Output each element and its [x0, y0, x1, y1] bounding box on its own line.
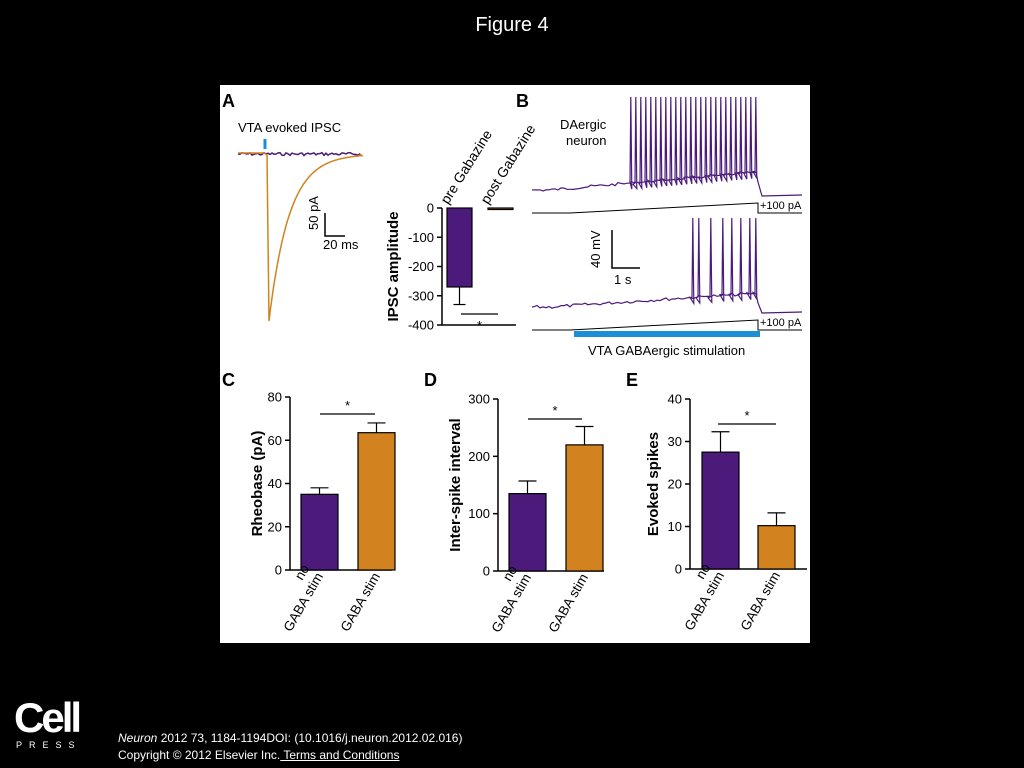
- figure-panel: A VTA evoked IPSC 50 pA 20 ms 0 -100 -200 -…: [220, 85, 810, 643]
- y-tick-label: 10: [668, 519, 682, 534]
- neuron-label-line2: neuron: [566, 133, 606, 148]
- y-axis-label: Rheobase (pA): [249, 431, 266, 537]
- ramp-bottom-label: +100 pA: [760, 317, 802, 329]
- category-label-line1: no: [292, 562, 313, 583]
- copyright: Copyright © 2012 Elsevier Inc. Terms and…: [118, 748, 399, 762]
- bar-0: [300, 493, 339, 571]
- membrane-scale-bar: [611, 230, 640, 269]
- panel-b-letter: B: [516, 91, 529, 111]
- membrane-scale-x-label: 1 s: [614, 272, 632, 287]
- terms-link[interactable]: Terms and Conditions: [280, 748, 400, 762]
- category-label-line2: GABA stim: [545, 571, 591, 635]
- current-ramp-bottom: [532, 319, 802, 331]
- y-tick-label: -300: [408, 288, 434, 303]
- figure-title: Figure 4: [475, 14, 549, 36]
- citation: Neuron 2012 73, 1184-1194DOI: (10.1016/j…: [118, 731, 462, 745]
- y-tick-label: 0: [675, 562, 682, 577]
- bar-1: [487, 207, 514, 211]
- panel-b: B DAergic neuron +100 pA +100 pA 40 mV 1…: [516, 91, 803, 358]
- y-tick-label: 200: [468, 449, 490, 464]
- panel-c-letter: C: [222, 370, 235, 390]
- y-tick-label: 0: [483, 564, 490, 579]
- category-label-line2: GABA stim: [337, 570, 383, 634]
- y-tick-label: 80: [268, 390, 282, 405]
- y-tick-label: 40: [668, 392, 682, 407]
- significance-star: *: [345, 398, 350, 413]
- panel-e-letter: E: [626, 370, 638, 390]
- y-tick-label: 60: [268, 433, 282, 448]
- citation-details: 2012 73, 1184-1194DOI: (10.1016/j.neuron…: [157, 731, 463, 745]
- panel-a: A VTA evoked IPSC 50 pA 20 ms 0 -100 -200 -…: [222, 91, 538, 333]
- panel-a-letter: A: [222, 91, 235, 111]
- y-tick-label: 300: [468, 392, 490, 407]
- ipsc-scale-bar: [324, 213, 345, 237]
- logo-press: PRESS: [16, 740, 82, 750]
- y-axis-label: Inter-spike interval: [447, 418, 464, 551]
- cell-press-logo: Cell PRESS: [14, 694, 86, 753]
- ipsc-trace-label: VTA evoked IPSC: [238, 120, 341, 135]
- neuron-label-line1: DAergic: [560, 117, 607, 132]
- y-tick-label: 0: [275, 563, 282, 578]
- category-label-line2: GABA stim: [737, 569, 783, 633]
- figure-svg: A VTA evoked IPSC 50 pA 20 ms 0 -100 -200 -…: [222, 91, 807, 635]
- membrane-scale-y-label: 40 mV: [588, 230, 603, 268]
- y-tick-label: 20: [668, 477, 682, 492]
- panel-d-letter: D: [424, 370, 437, 390]
- category-label: GABA stim: [337, 570, 383, 634]
- significance-star: *: [477, 318, 482, 333]
- bar-1: [565, 444, 604, 572]
- ipsc-scale-y-label: 50 pA: [306, 196, 321, 230]
- membrane-trace-gaba-stim: [531, 217, 803, 314]
- y-axis-label: IPSC amplitude: [385, 211, 402, 321]
- current-ramp-top: [532, 202, 802, 214]
- ipsc-trace-pre-gabazine: [238, 152, 364, 322]
- gaba-stim-label: VTA GABAergic stimulation: [588, 343, 745, 358]
- membrane-trace-control: [531, 96, 803, 197]
- y-tick-label: -100: [408, 230, 434, 245]
- category-label: GABA stim: [737, 569, 783, 633]
- bar-0: [508, 493, 547, 572]
- y-tick-label: 0: [427, 201, 434, 216]
- bar-0: [446, 207, 473, 288]
- significance-star: *: [552, 403, 557, 418]
- bar-1: [757, 525, 796, 570]
- bar-1: [357, 432, 396, 571]
- logo-word: Cell: [14, 694, 82, 741]
- significance-star: *: [744, 408, 749, 423]
- gaba-stim-bar: [574, 331, 760, 337]
- ipsc-scale-x-label: 20 ms: [323, 237, 359, 252]
- category-label: GABA stim: [545, 571, 591, 635]
- bar-0: [701, 451, 740, 570]
- y-tick-label: -400: [408, 318, 434, 333]
- y-tick-label: 100: [468, 506, 490, 521]
- y-tick-label: 20: [268, 519, 282, 534]
- y-tick-label: -200: [408, 259, 434, 274]
- category-label-line1: no: [500, 563, 521, 584]
- category-label-line1: no: [693, 561, 714, 582]
- citation-journal: Neuron: [118, 731, 158, 745]
- y-tick-label: 40: [268, 476, 282, 491]
- inter-spike-interval-chart: D 300 200 100 0 Inter-spike interval * no GABA s…: [424, 370, 604, 635]
- y-axis-label: Evoked spikes: [645, 432, 662, 536]
- y-tick-label: 30: [668, 434, 682, 449]
- copyright-text: Copyright © 2012 Elsevier Inc.: [118, 748, 281, 762]
- ramp-top-label: +100 pA: [760, 200, 802, 212]
